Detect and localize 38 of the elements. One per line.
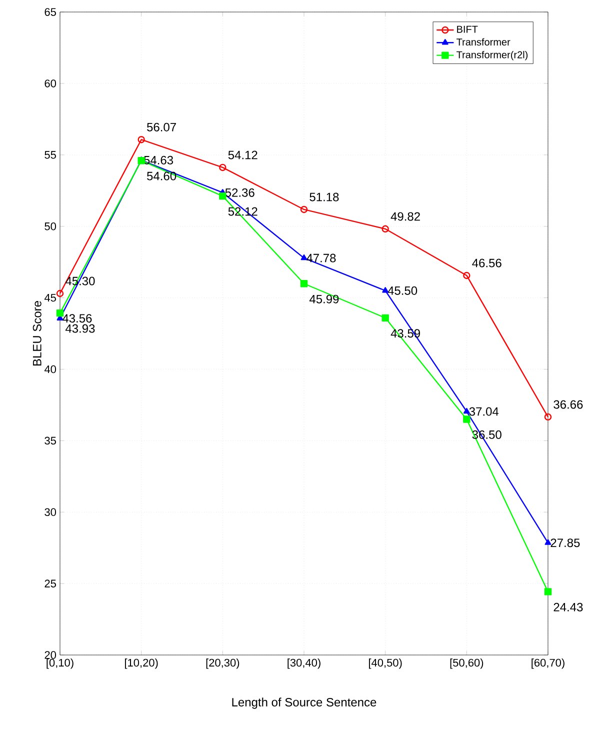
y-tick-label: 25 <box>44 580 56 588</box>
legend-label: Transformer <box>456 38 510 46</box>
legend-label: BIFT <box>457 26 478 33</box>
data-label: 37.04 <box>469 407 499 416</box>
x-tick-label: [10,20) <box>124 658 158 669</box>
data-label: 56.07 <box>147 122 176 132</box>
legend-label: Transformer(r2l) <box>456 50 528 60</box>
data-label: 43.93 <box>65 324 95 333</box>
data-label: 46.56 <box>472 258 502 268</box>
x-tick-label: [20,30) <box>206 658 240 669</box>
data-label: 54.12 <box>228 150 258 160</box>
y-tick-label: 20 <box>44 651 56 659</box>
y-tick-label: 55 <box>44 151 56 159</box>
y-tick-label: 65 <box>44 8 56 16</box>
x-tick-label: [50,60) <box>450 658 484 669</box>
data-label: 52.36 <box>225 188 254 197</box>
x-tick-label: [0,10) <box>46 658 74 669</box>
data-label: 47.78 <box>306 254 336 262</box>
y-tick-label: 60 <box>44 80 56 88</box>
x-axis-title: Length of Source Sentence <box>232 698 376 709</box>
data-label: 45.50 <box>388 286 418 295</box>
y-tick-label: 45 <box>44 294 56 302</box>
data-label: 36.66 <box>554 400 583 409</box>
data-label: 51.18 <box>310 192 339 202</box>
data-label: 45.99 <box>309 294 339 304</box>
data-label: 43.56 <box>62 314 92 323</box>
y-axis-title: BLEU Score <box>32 301 42 366</box>
y-tick-label: 35 <box>44 436 56 445</box>
x-tick-label: [40,50) <box>368 658 402 669</box>
data-label: 24.43 <box>554 602 583 612</box>
data-label: 27.85 <box>550 538 580 548</box>
x-tick-label: [60,70) <box>532 658 564 669</box>
y-tick-label: 40 <box>44 365 56 374</box>
data-label: 49.82 <box>390 212 420 221</box>
x-tick-label: [30,40) <box>288 658 320 669</box>
data-label: 54.60 <box>147 172 176 180</box>
y-tick-label: 50 <box>44 222 56 230</box>
y-tick-label: 30 <box>44 508 56 516</box>
